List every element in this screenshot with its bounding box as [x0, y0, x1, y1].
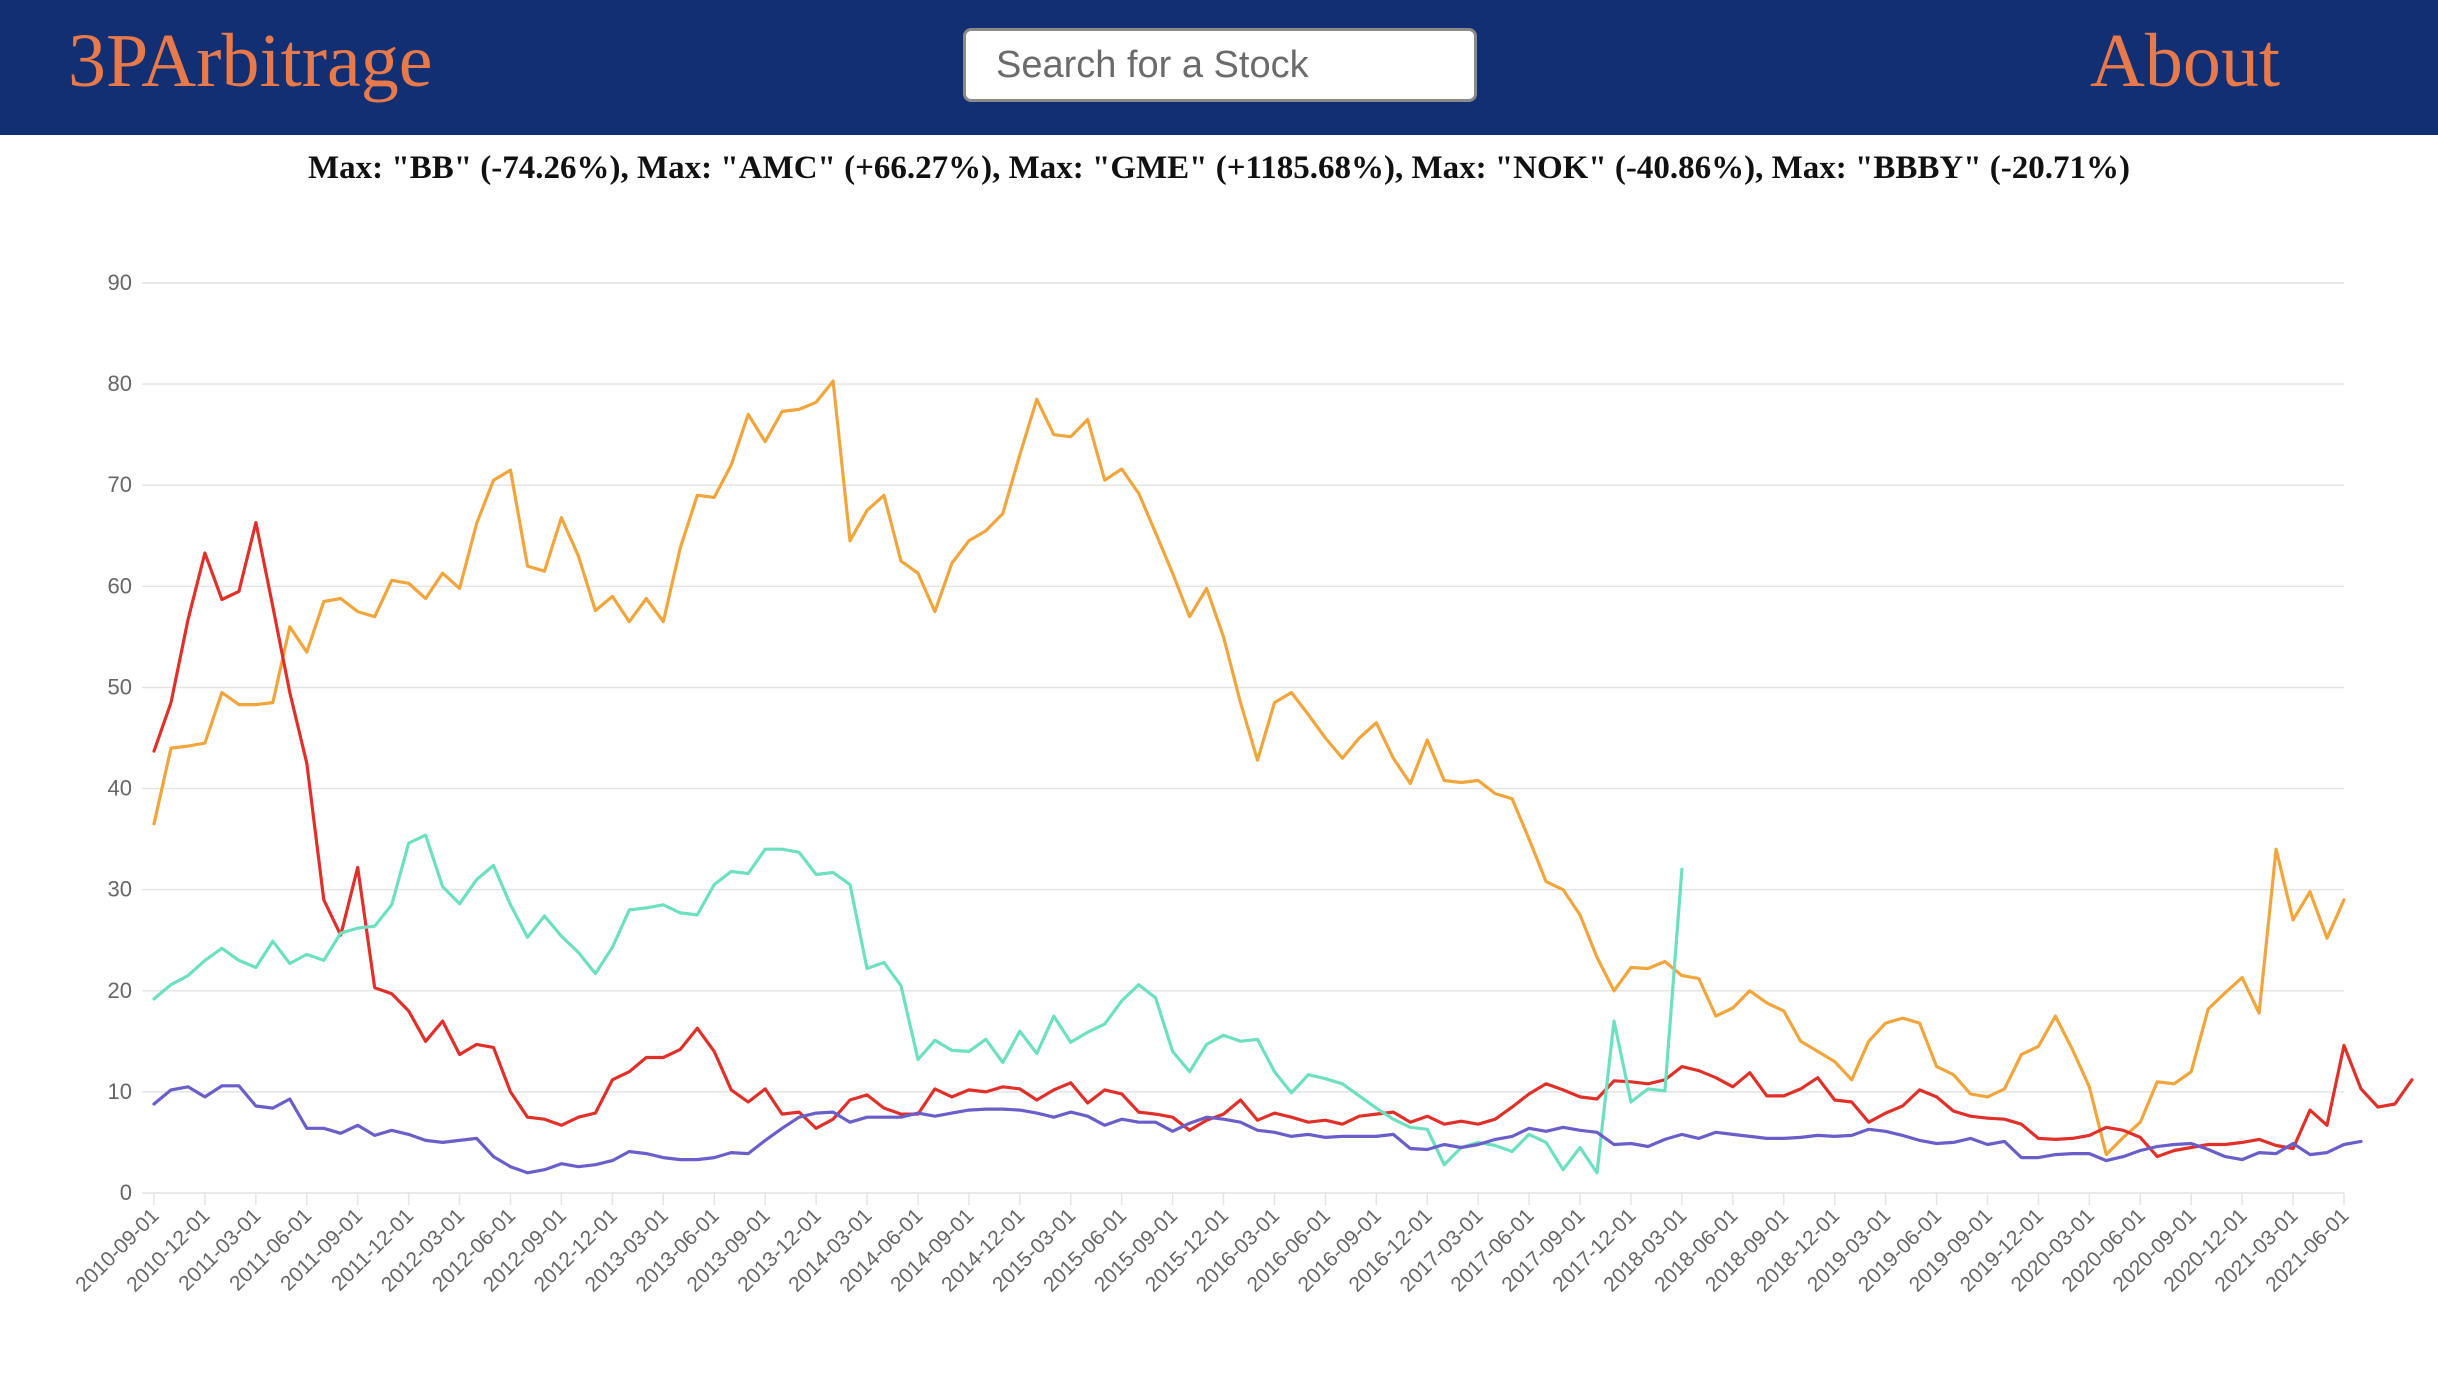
y-tick-label: 90 — [108, 270, 132, 295]
series-line-3 — [152, 1084, 2363, 1175]
y-axis-ticks: 0 10 20 30 40 50 60 70 80 90 — [108, 270, 132, 1205]
stock-line-chart: 0 10 20 30 40 50 60 70 80 90 2010-09-012010-12-01… — [71, 270, 2414, 1296]
brand-logo-link[interactable]: 3PArbitrage — [68, 19, 433, 103]
y-tick-label: 0 — [120, 1180, 132, 1205]
series-line-2 — [152, 833, 1684, 1175]
x-axis-ticks: 2010-09-012010-12-012011-03-012011-06-01… — [71, 1193, 2354, 1296]
series-lines — [152, 379, 2414, 1175]
y-tick-label: 10 — [108, 1079, 132, 1104]
y-tick-label: 80 — [108, 371, 132, 396]
y-tick-label: 60 — [108, 573, 132, 598]
y-tick-label: 50 — [108, 674, 132, 699]
series-line-0 — [152, 379, 2346, 1157]
about-link[interactable]: About — [2090, 19, 2280, 103]
y-tick-label: 70 — [108, 472, 132, 497]
max-change-summary: Max: "BB" (-74.26%), Max: "AMC" (+66.27%… — [308, 150, 2130, 186]
y-tick-label: 40 — [108, 776, 132, 801]
navbar: 3PArbitrage About — [0, 0, 2438, 135]
grid-lines — [142, 282, 2344, 1194]
y-tick-label: 30 — [108, 877, 132, 902]
y-tick-label: 20 — [108, 978, 132, 1003]
stock-search-input[interactable] — [963, 28, 1477, 102]
series-line-1 — [152, 521, 2414, 1159]
